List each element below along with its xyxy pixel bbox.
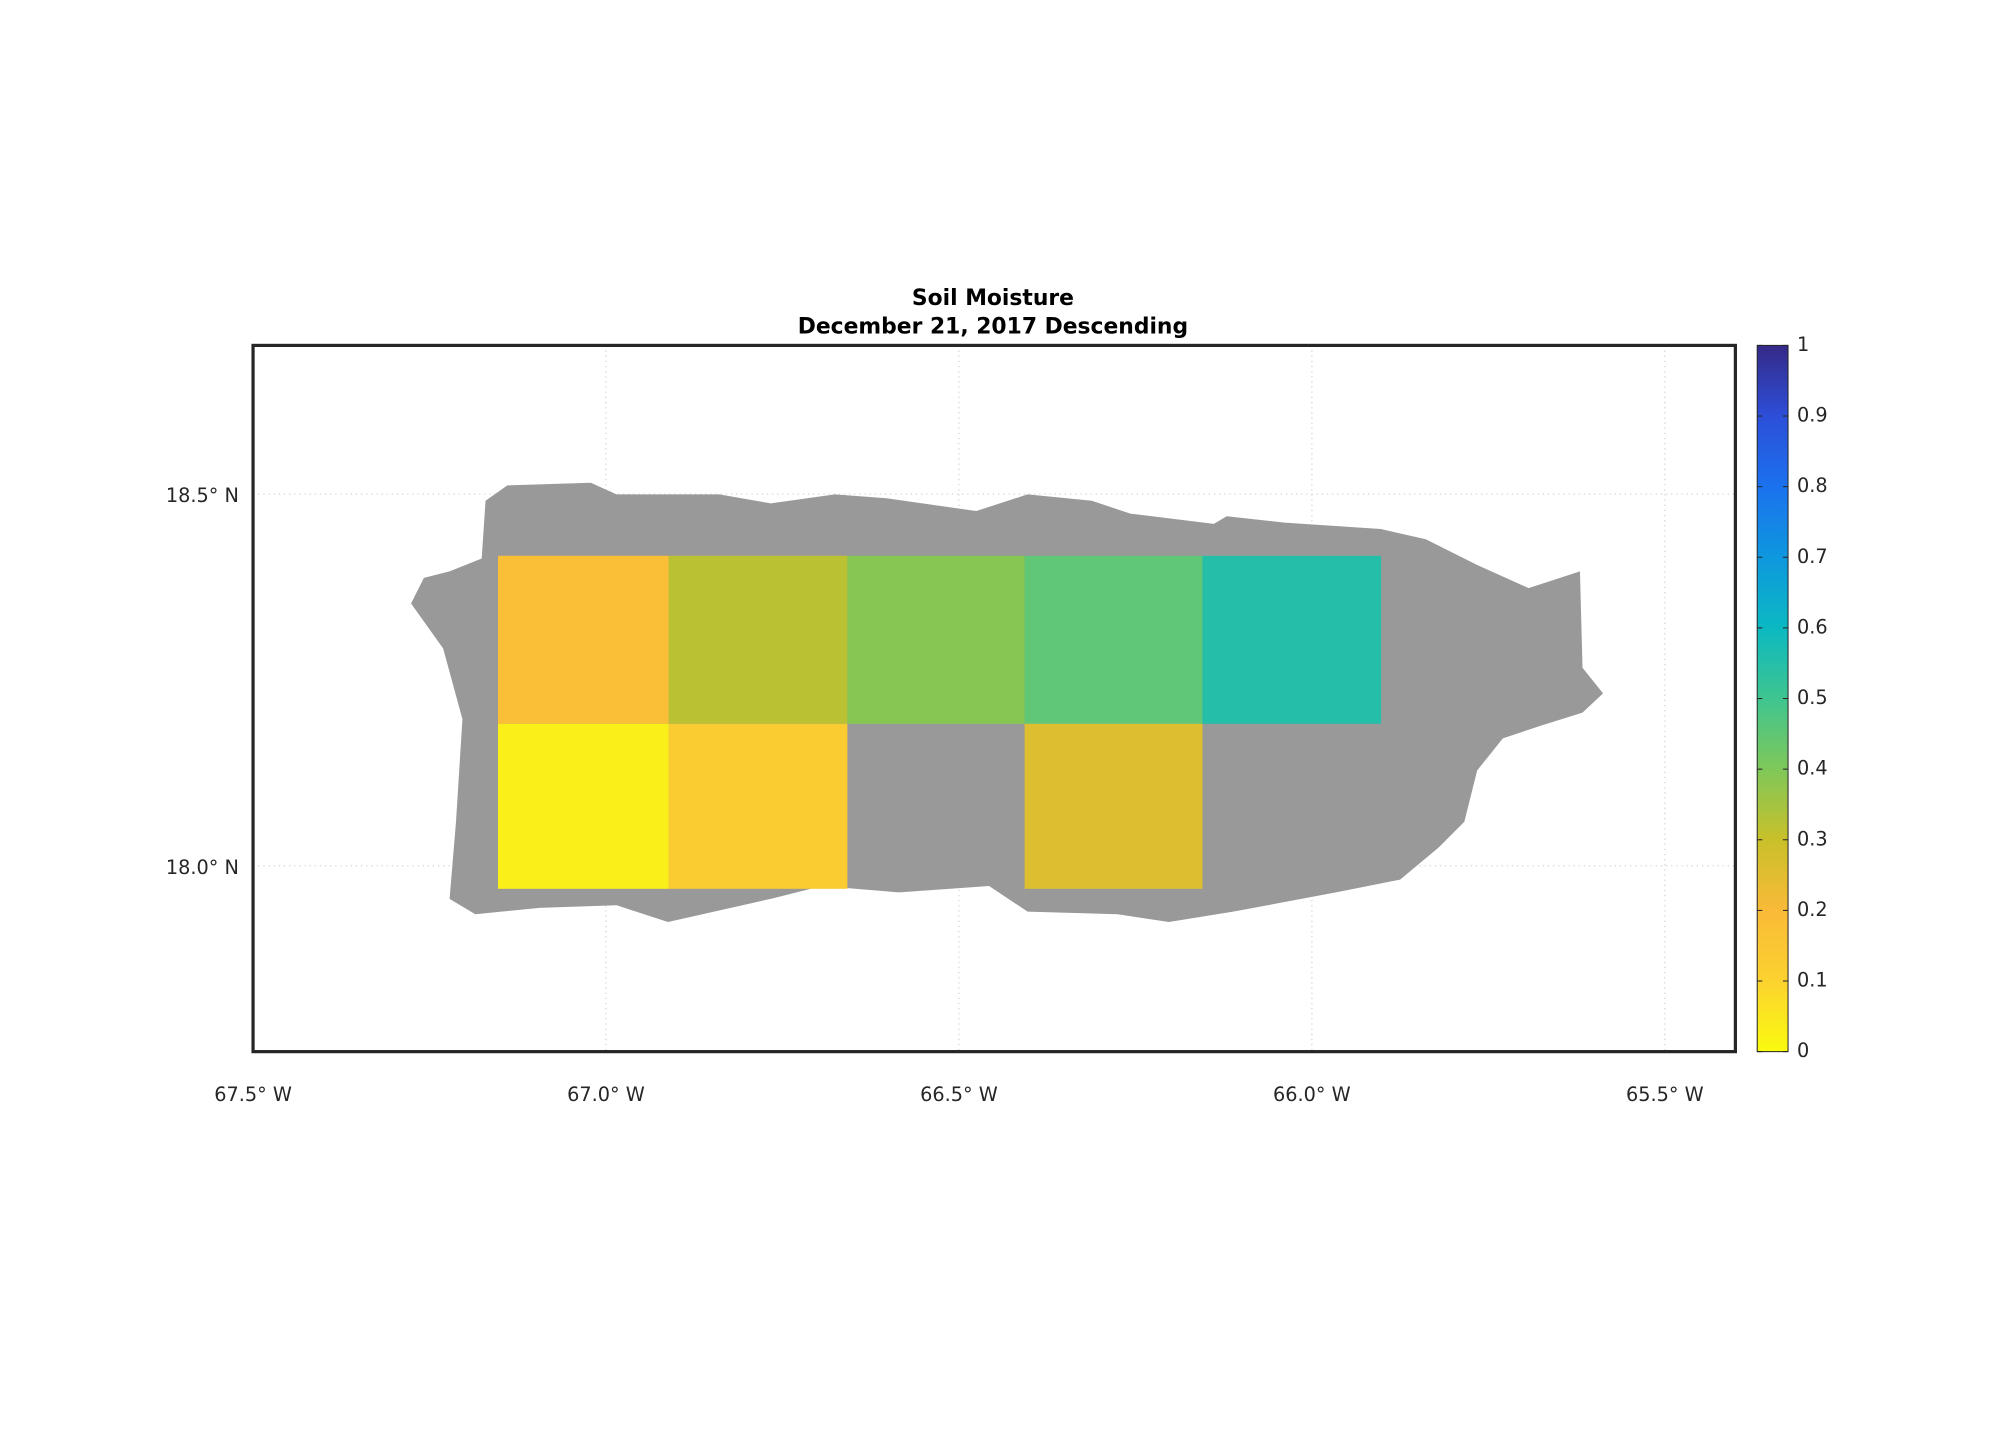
colorbar-tick-label: 0 bbox=[1797, 1039, 1809, 1062]
colorbar-tick-label: 0.8 bbox=[1797, 474, 1828, 497]
chart-subtitle: December 21, 2017 Descending bbox=[798, 314, 1188, 339]
x-tick-label: 66.5° W bbox=[920, 1083, 998, 1106]
moisture-cell bbox=[497, 555, 669, 724]
x-tick-label: 66.0° W bbox=[1273, 1083, 1351, 1106]
moisture-cell bbox=[1202, 555, 1382, 724]
colorbar-tick-label: 0.1 bbox=[1797, 969, 1828, 992]
moisture-cell bbox=[847, 555, 1025, 724]
colorbar-tick-label: 0.2 bbox=[1797, 898, 1828, 921]
colorbar-tick-label: 0.6 bbox=[1797, 615, 1828, 638]
moisture-cell bbox=[1024, 555, 1203, 724]
moisture-cell bbox=[497, 723, 669, 889]
moisture-cell bbox=[668, 555, 848, 724]
colorbar-tick-label: 1 bbox=[1797, 333, 1809, 356]
moisture-cell bbox=[1024, 723, 1203, 889]
plot-frame bbox=[251, 343, 1737, 1054]
colorbar-tick-label: 0.4 bbox=[1797, 757, 1828, 780]
x-tick-label: 67.5° W bbox=[214, 1083, 292, 1106]
y-tick-label: 18.5° N bbox=[166, 484, 239, 507]
chart-title: Soil Moisture bbox=[912, 286, 1074, 311]
x-tick-label: 65.5° W bbox=[1626, 1083, 1704, 1106]
colorbar-ticks: 0 0.1 0.2 0.3 0.4 0.5 0.6 0.7 0.8 0.9 1 bbox=[1757, 333, 1828, 1062]
colorbar-tick-label: 0.7 bbox=[1797, 545, 1828, 568]
colorbar-tick-label: 0.3 bbox=[1797, 827, 1828, 850]
colorbar-tick-label: 0.5 bbox=[1797, 686, 1828, 709]
moisture-cell bbox=[668, 723, 848, 889]
x-tick-label: 67.0° W bbox=[567, 1083, 645, 1106]
y-tick-label: 18.0° N bbox=[166, 856, 239, 879]
cells bbox=[497, 555, 1382, 889]
colorbar-tick-label: 0.9 bbox=[1797, 404, 1828, 427]
